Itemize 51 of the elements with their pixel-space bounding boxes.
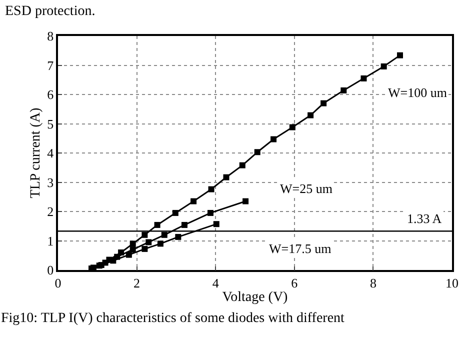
point	[126, 252, 132, 258]
point	[208, 186, 214, 192]
point	[396, 52, 403, 58]
y-tick-label: 0	[47, 262, 54, 278]
x-tick-label: 2	[134, 275, 140, 290]
y-tick-label: 7	[47, 58, 54, 73]
point	[142, 232, 148, 238]
point	[190, 198, 197, 204]
caption: Fig10: TLP I(V) characteristics of some diodes with different	[1, 311, 345, 326]
point	[175, 234, 182, 240]
text: W=17.5 um	[269, 241, 332, 256]
x-tick-label: 10	[446, 275, 458, 290]
point	[380, 63, 387, 70]
text: W=25 um	[280, 181, 332, 196]
point	[154, 222, 160, 228]
point	[223, 174, 230, 180]
point	[157, 240, 164, 247]
point	[142, 246, 148, 252]
point	[254, 149, 260, 156]
point	[110, 258, 116, 264]
point	[242, 198, 249, 204]
y-axis-title: TLP current (A)	[28, 107, 44, 198]
point	[130, 240, 136, 247]
point	[130, 246, 136, 253]
point	[181, 222, 188, 228]
y-tick-label: 6	[47, 87, 54, 102]
point	[360, 75, 367, 82]
y-tick-label: 8	[47, 28, 54, 44]
point	[239, 162, 246, 168]
y-tick-label: 3	[47, 174, 54, 190]
point	[161, 232, 168, 238]
point	[289, 124, 296, 130]
x-tick-label: 8	[370, 275, 376, 290]
series-label: W=100 um	[388, 85, 447, 100]
point	[320, 100, 327, 106]
y-tick-label: 5	[47, 116, 54, 132]
text: ESD protection.	[5, 4, 96, 19]
point	[146, 239, 152, 246]
x-tick-label: 4	[212, 275, 220, 290]
y-tick-label: 4	[47, 146, 54, 161]
y-tick-label: 2	[47, 204, 54, 220]
point	[340, 87, 347, 94]
point	[270, 136, 277, 142]
ref-line-label: 1.33 A	[407, 211, 442, 226]
x-tick-label: 6	[291, 275, 298, 290]
point	[308, 112, 314, 118]
point	[213, 221, 220, 228]
y-tick-label: 1	[47, 233, 54, 248]
x-axis-title: Voltage (V)	[222, 290, 288, 306]
point	[207, 210, 214, 216]
point	[172, 210, 178, 216]
